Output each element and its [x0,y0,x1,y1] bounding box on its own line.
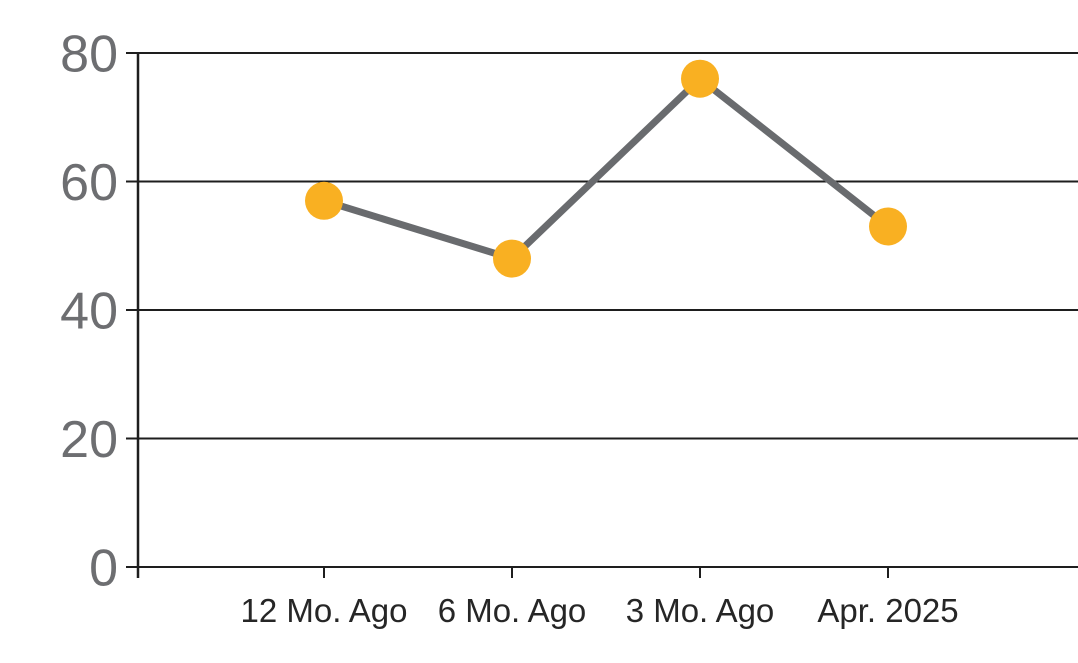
x-tick-label-2: 3 Mo. Ago [626,592,775,629]
data-point-values-2 [681,59,719,98]
y-tick-label-60: 60 [60,154,118,212]
series-line-values [320,75,892,263]
x-tick-label-3: Apr. 2025 [817,592,958,629]
x-tick-label-0: 12 Mo. Ago [241,592,408,629]
x-tick-label-1: 6 Mo. Ago [438,592,587,629]
y-tick-label-20: 20 [60,411,118,469]
y-tick-label-0: 0 [89,540,118,598]
y-tick-label-80: 80 [60,26,118,84]
y-tick-label-40: 40 [60,283,118,341]
data-point-values-3 [869,207,907,246]
data-point-values-1 [493,239,531,278]
data-point-values-0 [305,181,343,220]
